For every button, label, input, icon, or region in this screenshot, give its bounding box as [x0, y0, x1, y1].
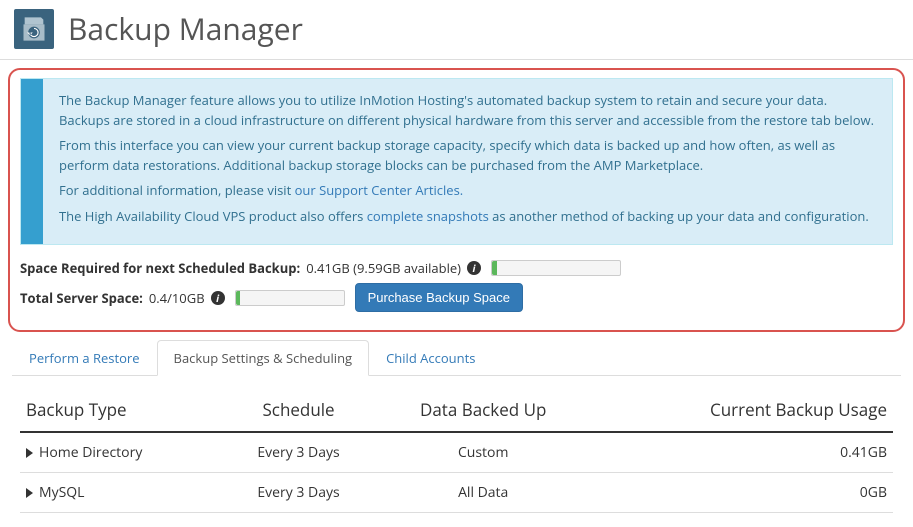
info-icon[interactable]: i: [467, 261, 481, 275]
cell-schedule: Every 3 Days: [224, 473, 374, 513]
info-accent-bar: [21, 79, 43, 244]
backup-table: Backup TypeScheduleData Backed UpCurrent…: [20, 390, 893, 513]
total-space-progress: [235, 290, 345, 306]
backup-icon: [14, 9, 54, 49]
info-paragraph: From this interface you can view your cu…: [59, 136, 876, 175]
space-required-label: Space Required for next Scheduled Backup…: [20, 259, 300, 277]
progress-fill: [492, 261, 497, 275]
space-required-progress: [491, 260, 621, 276]
info-icon[interactable]: i: [211, 291, 225, 305]
info-panel: The Backup Manager feature allows you to…: [8, 68, 905, 332]
table-header-row: Backup TypeScheduleData Backed UpCurrent…: [20, 390, 893, 432]
total-space-label: Total Server Space:: [20, 289, 143, 307]
column-header: Data Backed Up: [373, 390, 593, 432]
tabs: Perform a RestoreBackup Settings & Sched…: [12, 340, 901, 376]
info-paragraph: The High Availability Cloud VPS product …: [59, 207, 876, 227]
info-text: For additional information, please visit: [59, 181, 295, 199]
column-header: Current Backup Usage: [593, 390, 893, 432]
info-paragraph: For additional information, please visit…: [59, 181, 876, 201]
backup-type-name: Home Directory: [39, 443, 142, 462]
page-title: Backup Manager: [68, 8, 303, 49]
cell-type: Home Directory: [20, 432, 224, 473]
table-row: MySQL Every 3 DaysAll Data0GB: [20, 473, 893, 513]
cell-usage: 0.41GB: [593, 432, 893, 473]
cell-usage: 0GB: [593, 473, 893, 513]
column-header: Schedule: [224, 390, 374, 432]
total-space-row: Total Server Space: 0.4/10GB i Purchase …: [20, 283, 893, 312]
cell-data: All Data: [373, 473, 593, 513]
tab-backup-settings-scheduling[interactable]: Backup Settings & Scheduling: [157, 340, 370, 376]
support-articles-link[interactable]: our Support Center Articles.: [295, 181, 464, 199]
backup-table-wrap: Backup TypeScheduleData Backed UpCurrent…: [0, 376, 913, 527]
purchase-space-button[interactable]: Purchase Backup Space: [355, 283, 523, 312]
cell-type: MySQL: [20, 473, 224, 513]
backup-type-name: MySQL: [39, 483, 84, 502]
progress-fill: [236, 291, 240, 305]
info-content: The Backup Manager feature allows you to…: [43, 79, 892, 244]
cell-data: Custom: [373, 432, 593, 473]
info-text: The High Availability Cloud VPS product …: [59, 207, 367, 225]
cell-schedule: Every 3 Days: [224, 432, 374, 473]
expand-arrow-icon[interactable]: [26, 488, 33, 498]
snapshots-link[interactable]: complete snapshots: [367, 207, 489, 225]
page-header: Backup Manager: [0, 0, 913, 60]
table-row: Home Directory Every 3 DaysCustom0.41GB: [20, 432, 893, 473]
space-required-value: 0.41GB (9.59GB available): [306, 259, 461, 277]
total-space-value: 0.4/10GB: [149, 289, 205, 307]
info-text: as another method of backing up your dat…: [489, 207, 869, 225]
tab-child-accounts[interactable]: Child Accounts: [369, 340, 492, 376]
space-required-row: Space Required for next Scheduled Backup…: [20, 259, 893, 277]
info-paragraph: The Backup Manager feature allows you to…: [59, 91, 876, 130]
info-notice: The Backup Manager feature allows you to…: [20, 78, 893, 245]
tab-perform-a-restore[interactable]: Perform a Restore: [12, 340, 157, 376]
column-header: Backup Type: [20, 390, 224, 432]
table-body: Home DirectoryEvery 3 DaysCustom0.41GBMy…: [20, 432, 893, 513]
expand-arrow-icon[interactable]: [26, 448, 33, 458]
